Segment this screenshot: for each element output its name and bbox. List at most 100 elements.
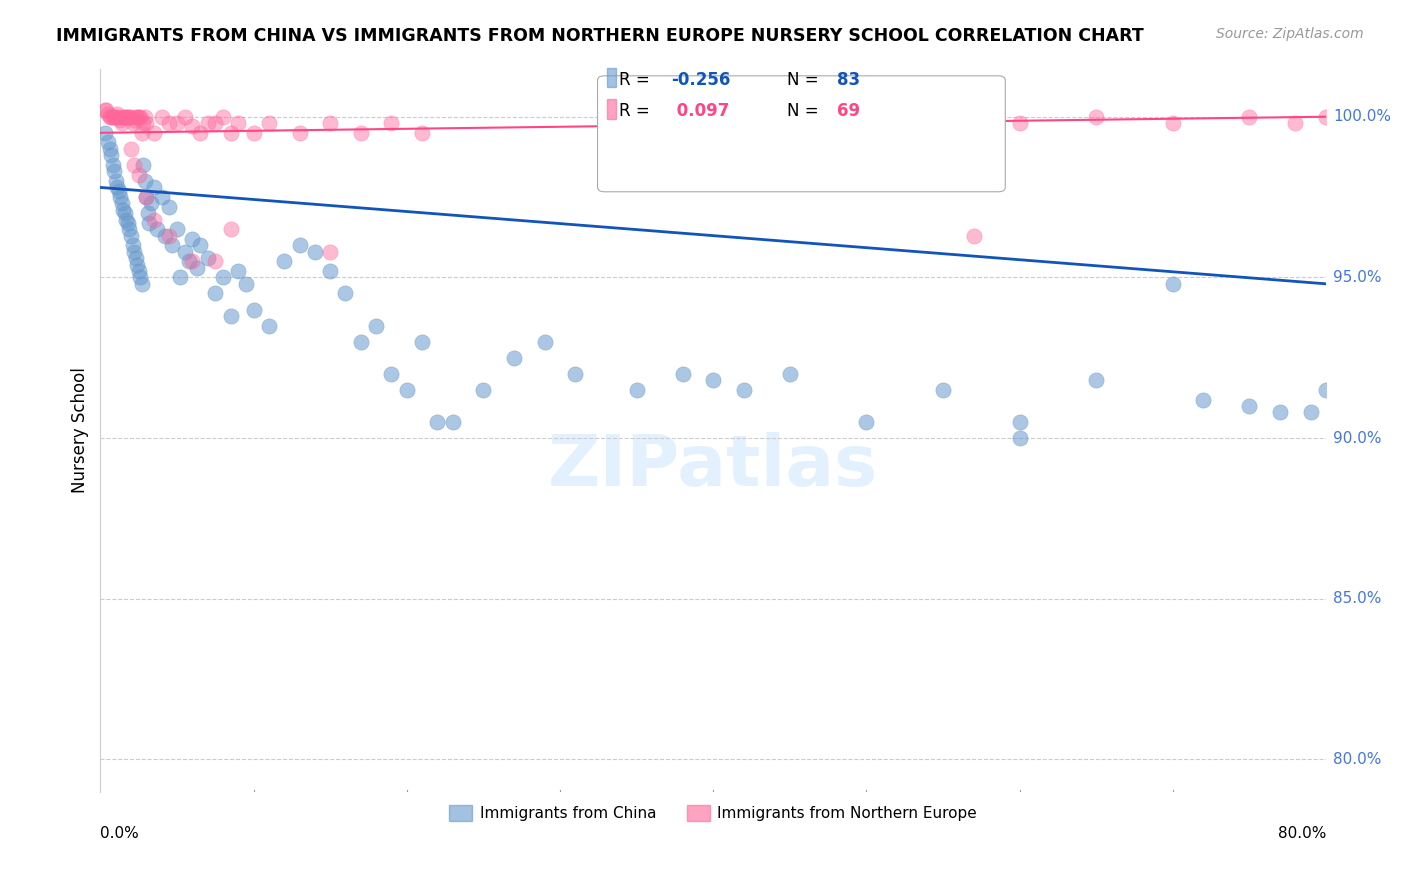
Point bbox=[197, 251, 219, 265]
Point bbox=[1085, 110, 1108, 124]
Point bbox=[128, 110, 150, 124]
Point bbox=[131, 126, 153, 140]
Point bbox=[188, 126, 211, 140]
Point bbox=[112, 110, 135, 124]
Point bbox=[136, 206, 159, 220]
Point bbox=[855, 415, 877, 429]
Point bbox=[104, 174, 127, 188]
Point bbox=[564, 367, 586, 381]
Point bbox=[103, 110, 125, 124]
Point bbox=[441, 415, 464, 429]
Point bbox=[779, 367, 801, 381]
Point bbox=[120, 110, 142, 124]
Point bbox=[181, 120, 204, 134]
Point bbox=[181, 232, 204, 246]
Point bbox=[173, 110, 195, 124]
Point bbox=[115, 110, 138, 124]
Point bbox=[166, 222, 188, 236]
Point bbox=[94, 103, 117, 118]
Point bbox=[127, 258, 149, 272]
Point bbox=[1192, 392, 1215, 407]
Point bbox=[779, 112, 801, 127]
Point bbox=[127, 110, 149, 124]
Point bbox=[380, 367, 402, 381]
Point bbox=[169, 270, 191, 285]
Point bbox=[319, 116, 342, 130]
Point bbox=[135, 190, 157, 204]
Point bbox=[304, 244, 326, 259]
Point bbox=[143, 212, 166, 227]
Point bbox=[105, 106, 128, 120]
Point bbox=[162, 238, 184, 252]
Text: N =: N = bbox=[787, 71, 824, 89]
Point bbox=[257, 318, 280, 333]
Point bbox=[157, 116, 180, 130]
Point bbox=[181, 254, 204, 268]
Point bbox=[273, 254, 295, 268]
Point bbox=[107, 110, 129, 124]
Point bbox=[166, 116, 188, 130]
Point bbox=[1239, 110, 1261, 124]
Point bbox=[204, 254, 226, 268]
Point bbox=[257, 116, 280, 130]
Point bbox=[131, 277, 153, 291]
Point bbox=[219, 309, 242, 323]
Point bbox=[101, 158, 124, 172]
Point bbox=[235, 277, 257, 291]
Point bbox=[626, 383, 648, 397]
Point bbox=[197, 116, 219, 130]
Point bbox=[219, 126, 242, 140]
Point bbox=[121, 238, 143, 252]
Point bbox=[150, 110, 173, 124]
Point bbox=[204, 116, 226, 130]
Text: 100.0%: 100.0% bbox=[1333, 109, 1391, 124]
Point bbox=[135, 190, 157, 204]
Text: IMMIGRANTS FROM CHINA VS IMMIGRANTS FROM NORTHERN EUROPE NURSERY SCHOOL CORRELAT: IMMIGRANTS FROM CHINA VS IMMIGRANTS FROM… bbox=[56, 27, 1144, 45]
Point bbox=[97, 106, 120, 120]
Point bbox=[472, 383, 495, 397]
Point bbox=[121, 116, 143, 130]
Point bbox=[143, 126, 166, 140]
Point bbox=[114, 206, 136, 220]
Point bbox=[173, 244, 195, 259]
Point bbox=[112, 202, 135, 217]
Point bbox=[124, 110, 146, 124]
Point bbox=[319, 244, 342, 259]
Point bbox=[212, 270, 235, 285]
Point bbox=[626, 110, 648, 124]
Point bbox=[100, 148, 122, 162]
Point bbox=[107, 184, 129, 198]
Point bbox=[380, 116, 402, 130]
Point bbox=[104, 110, 127, 124]
Text: Source: ZipAtlas.com: Source: ZipAtlas.com bbox=[1216, 27, 1364, 41]
Point bbox=[105, 180, 128, 194]
Point bbox=[138, 216, 160, 230]
Point bbox=[702, 373, 724, 387]
Point bbox=[350, 126, 373, 140]
Point bbox=[963, 228, 986, 243]
Point bbox=[219, 222, 242, 236]
Point bbox=[288, 238, 311, 252]
Point bbox=[98, 110, 121, 124]
Text: 95.0%: 95.0% bbox=[1333, 270, 1382, 285]
Point bbox=[188, 238, 211, 252]
Point bbox=[242, 302, 264, 317]
Text: 90.0%: 90.0% bbox=[1333, 431, 1382, 446]
Point bbox=[932, 110, 955, 124]
Point bbox=[117, 216, 139, 230]
Point bbox=[533, 334, 555, 349]
Point bbox=[120, 228, 142, 243]
Point bbox=[122, 158, 145, 172]
Point bbox=[143, 180, 166, 194]
Point bbox=[1085, 373, 1108, 387]
Point bbox=[98, 142, 121, 156]
Point bbox=[129, 110, 152, 124]
Legend: Immigrants from China, Immigrants from Northern Europe: Immigrants from China, Immigrants from N… bbox=[443, 799, 983, 828]
Point bbox=[1299, 405, 1322, 419]
Text: N =: N = bbox=[787, 103, 824, 120]
Text: 0.097: 0.097 bbox=[671, 103, 730, 120]
Point bbox=[97, 136, 120, 150]
Point bbox=[111, 196, 134, 211]
Point bbox=[288, 126, 311, 140]
Point bbox=[212, 110, 235, 124]
